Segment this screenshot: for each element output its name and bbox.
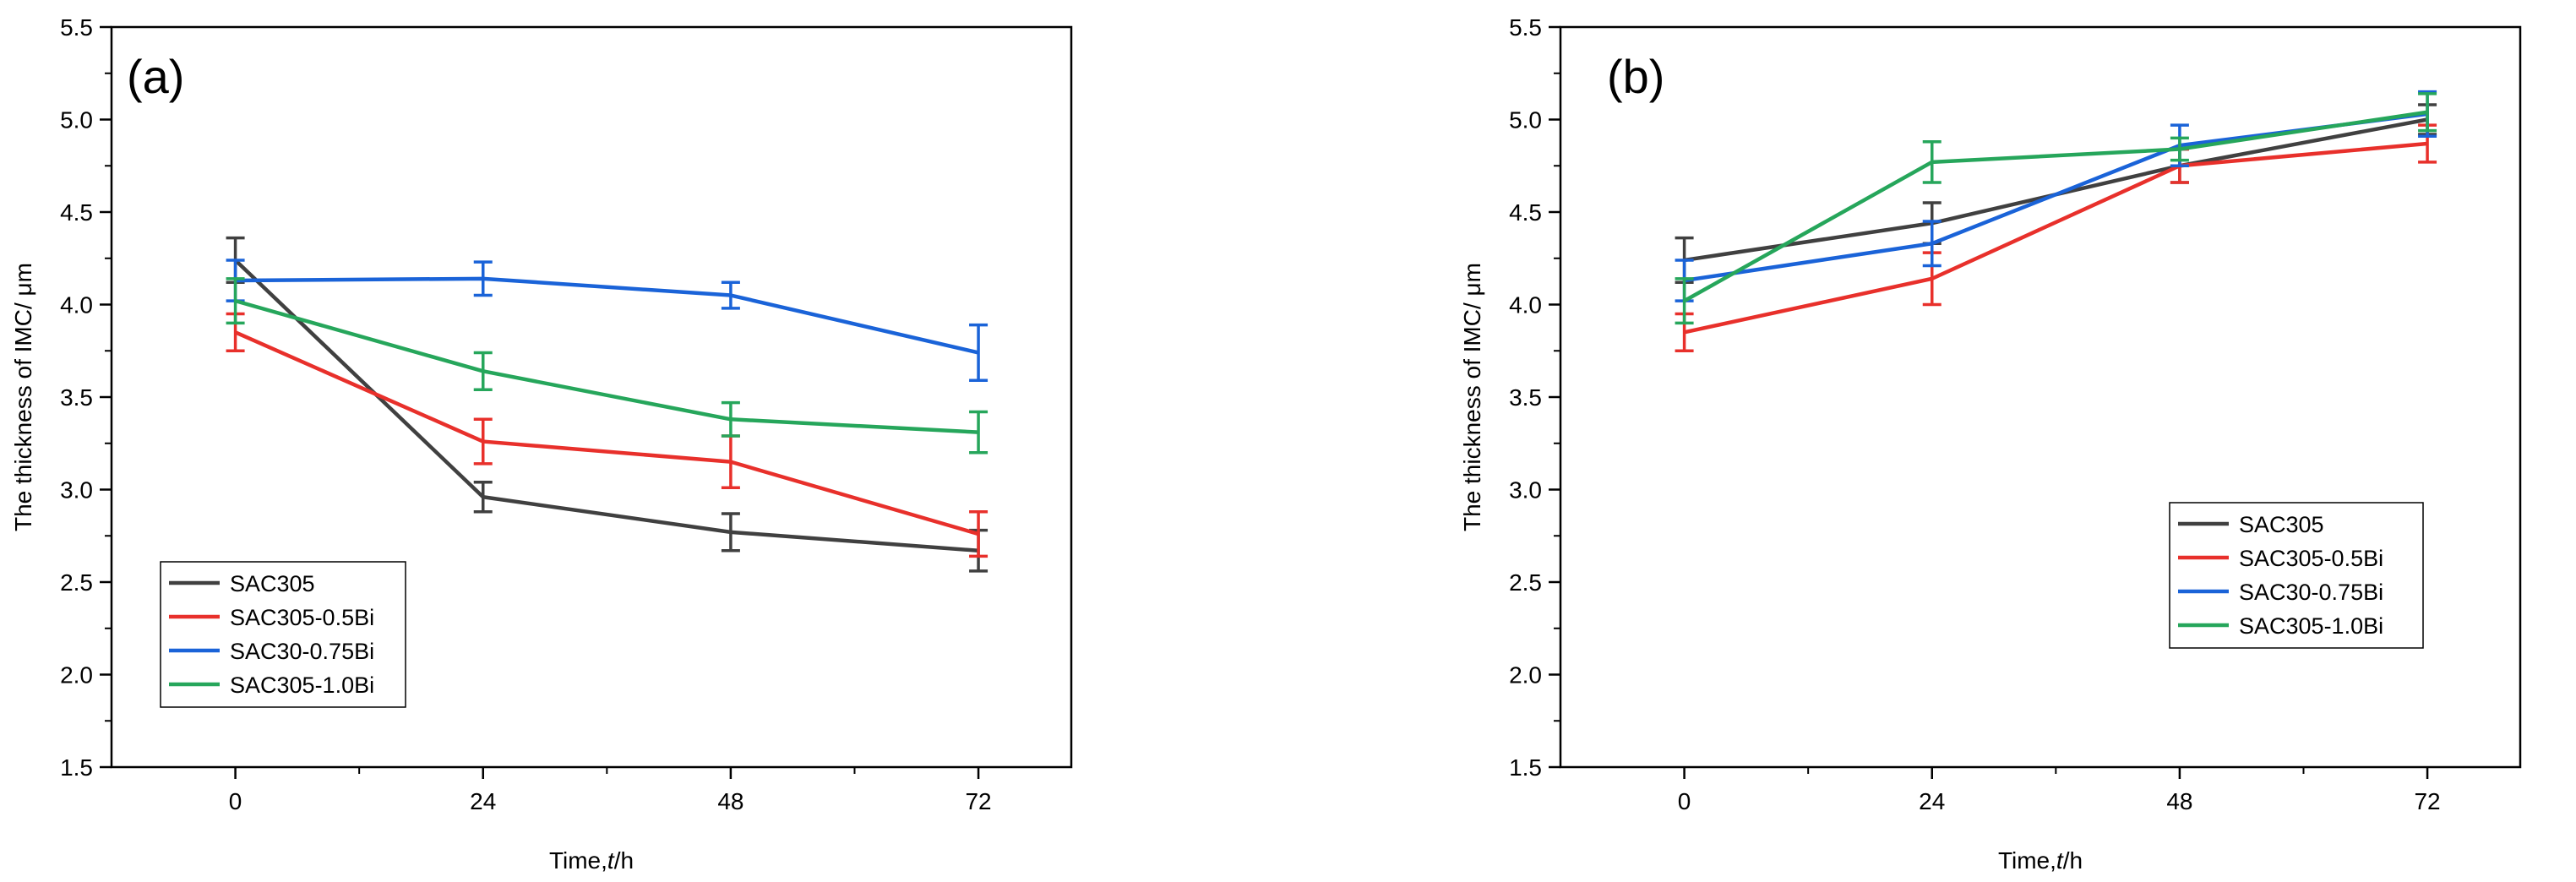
y-tick-label: 4.0: [1509, 292, 1542, 318]
x-axis-label-main: Time,: [549, 847, 607, 874]
y-tick-label: 2.0: [1509, 662, 1542, 689]
x-axis-label-unit: /h: [614, 847, 634, 874]
panel-label: (a): [127, 50, 184, 103]
y-tick-label: 1.5: [60, 754, 93, 781]
x-tick-label: 24: [470, 788, 496, 814]
y-tick-label: 4.0: [60, 292, 93, 318]
x-axis-label-italic: t: [2056, 847, 2064, 874]
series-line-sac305-1-0bi: [234, 298, 979, 434]
y-tick-label: 5.0: [1509, 107, 1542, 133]
x-tick-label: 24: [1919, 788, 1945, 814]
y-tick-label: 1.5: [1509, 754, 1542, 781]
y-tick-label: 5.5: [1509, 14, 1542, 41]
chart-panel-b: 1.5 2.0 2.5 3.0 3.5 4.0 4.5 5.0 5.5 0 24 48 72 Time,t…: [1459, 14, 2522, 874]
x-axis-label-unit: /h: [2063, 847, 2083, 874]
legend-label-sac305: SAC305: [230, 571, 315, 596]
series-line-sac305: [234, 259, 979, 553]
y-axis-label: The thickness of IMC/ μm: [10, 263, 36, 531]
legend-label-sac305: SAC305: [2239, 512, 2324, 537]
panel-label: (b): [1607, 50, 1664, 103]
x-axis-label: Time,t/h: [1998, 847, 2083, 874]
y-tick-label: 4.5: [60, 199, 93, 226]
y-tick-label: 2.5: [60, 569, 93, 596]
series-line-sac30-0-75bi: [235, 276, 979, 355]
plot-frame: [1559, 25, 2522, 769]
x-axis-label: Time,t/h: [549, 847, 634, 874]
legend-label-sac305-1-0bi: SAC305-1.0Bi: [230, 672, 374, 698]
y-tick-label: 5.0: [60, 107, 93, 133]
legend-label-sac305-0-5bi: SAC305-0.5Bi: [2239, 546, 2383, 571]
series-line-sac305-1-0bi: [1683, 110, 2428, 303]
series-sac305-1-0bi: [226, 277, 988, 455]
series-line-sac305-0-5bi: [1684, 141, 2428, 335]
y-tick-label: 5.5: [60, 14, 93, 41]
x-tick-label: 72: [2414, 788, 2440, 814]
y-tick-label: 2.5: [1509, 569, 1542, 596]
legend-label-sac30-0-75bi: SAC30-0.75Bi: [2239, 580, 2383, 605]
x-tick-label: 0: [1678, 788, 1691, 814]
x-tick-label: 72: [965, 788, 991, 814]
series-sac305-0-5bi: [1675, 123, 2437, 352]
series-line-sac305-0-5bi: [234, 330, 979, 536]
legend: SAC305 SAC305-0.5Bi SAC30-0.75Bi SAC305-1.0…: [160, 561, 406, 708]
x-tick-label: 0: [229, 788, 242, 814]
y-tick-label: 3.5: [1509, 384, 1542, 411]
x-tick-label: 48: [2166, 788, 2192, 814]
chart-panel-a: 1.5 2.0 2.5 3.0 3.5 4.0 4.5 5.0 5.5 0 24 48 72 Time,t…: [10, 14, 1073, 874]
legend: SAC305 SAC305-0.5Bi SAC30-0.75Bi SAC305-1.0…: [2169, 502, 2424, 649]
series-sac30-0-75bi: [226, 259, 988, 383]
y-tick-label: 3.0: [60, 477, 93, 504]
y-axis-label: The thickness of IMC/ μm: [1459, 263, 1485, 531]
y-tick-label: 2.0: [60, 662, 93, 689]
y-tick-label: 4.5: [1509, 199, 1542, 226]
series-sac305-0-5bi: [226, 312, 988, 558]
x-axis-label-main: Time,: [1998, 847, 2056, 874]
x-tick-label: 48: [717, 788, 743, 814]
series-sac305-1-0bi: [1675, 92, 2437, 325]
y-tick-label: 3.0: [1509, 477, 1542, 504]
legend-label-sac305-1-0bi: SAC305-1.0Bi: [2239, 613, 2383, 639]
series-sac30-0-75bi: [1675, 90, 2437, 302]
legend-label-sac30-0-75bi: SAC30-0.75Bi: [230, 639, 374, 664]
y-tick-label: 3.5: [60, 384, 93, 411]
x-axis-label-italic: t: [607, 847, 615, 874]
legend-label-sac305-0-5bi: SAC305-0.5Bi: [230, 605, 374, 630]
